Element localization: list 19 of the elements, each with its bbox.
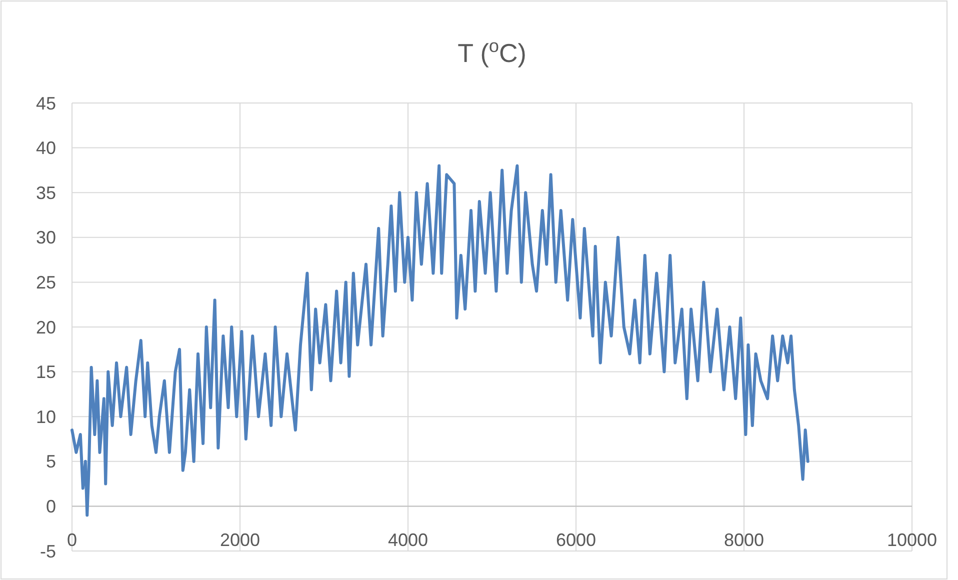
y-tick-label: 25 bbox=[36, 272, 56, 292]
y-tick-label: 10 bbox=[36, 406, 56, 427]
y-tick-label: -5 bbox=[40, 541, 56, 562]
y-tick-label: 40 bbox=[36, 138, 56, 158]
x-tick-label: 8000 bbox=[724, 530, 764, 550]
y-tick-label: 15 bbox=[36, 362, 56, 382]
y-tick-label: 20 bbox=[36, 317, 56, 338]
y-tick-label: 30 bbox=[36, 228, 56, 248]
line-series bbox=[70, 164, 810, 517]
y-tick-label: 45 bbox=[36, 93, 56, 114]
chart-title: T ($^{o}$C) bbox=[458, 36, 526, 68]
x-tick-label: 10000 bbox=[886, 530, 938, 550]
y-tick-label: 5 bbox=[46, 452, 56, 472]
x-tick-label: 2000 bbox=[220, 530, 260, 550]
x-tick-label: 6000 bbox=[556, 530, 596, 550]
y-tick-label: 35 bbox=[36, 182, 56, 203]
y-tick-label: 0 bbox=[46, 496, 56, 516]
x-tick-label: 0 bbox=[66, 530, 78, 550]
x-tick-label: 4000 bbox=[388, 530, 428, 550]
